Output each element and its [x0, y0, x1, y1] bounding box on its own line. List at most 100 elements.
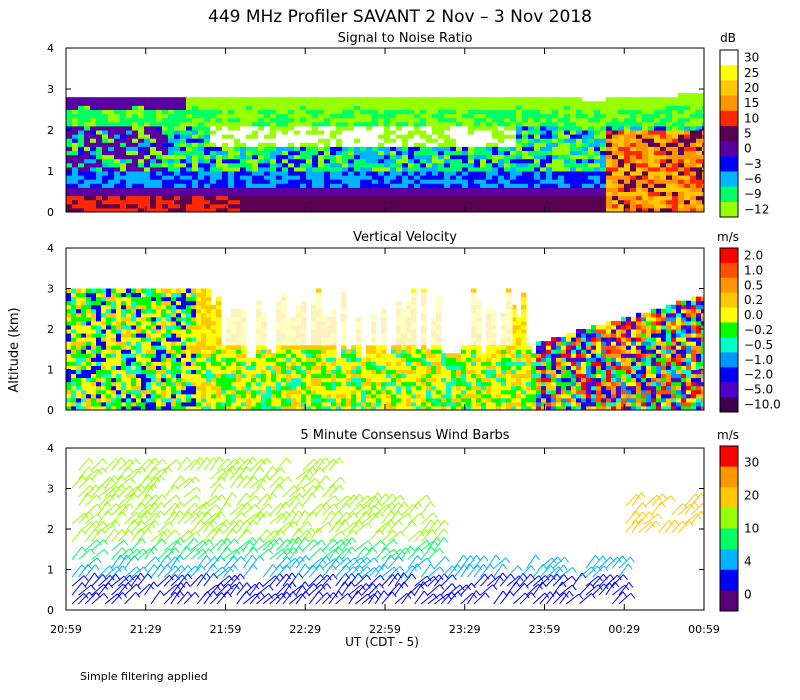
wind-barb-flag	[332, 564, 337, 571]
wind-barb	[78, 521, 91, 534]
colorbar-swatch	[720, 262, 738, 279]
colorbar-swatch	[720, 352, 738, 368]
wind-barb	[598, 556, 611, 569]
wind-barb	[618, 582, 630, 596]
wind-barb	[374, 590, 385, 605]
wind-barb	[243, 495, 257, 507]
wind-barb	[163, 511, 176, 525]
wind-barb	[368, 583, 380, 596]
wind-barb	[124, 548, 138, 560]
wind-barb-flag	[505, 557, 511, 564]
wind-barb	[216, 583, 229, 596]
wind-barb	[282, 547, 295, 560]
wind-barb-flag	[251, 554, 257, 561]
wind-barb-flag	[260, 485, 266, 491]
wind-barb	[671, 503, 684, 516]
wind-barb	[341, 581, 352, 596]
wind-barb	[368, 529, 380, 542]
wind-barb-flag	[304, 563, 310, 570]
wind-barb-flag	[466, 584, 471, 591]
wind-barb	[552, 574, 565, 587]
wind-barb	[308, 484, 321, 498]
wind-barb	[157, 548, 170, 560]
wind-barb	[183, 512, 196, 525]
wind-barb	[295, 536, 306, 551]
wind-barb	[322, 503, 335, 516]
wind-barb	[559, 575, 573, 587]
y-tick-label: 3	[47, 483, 54, 496]
wind-barb	[519, 573, 532, 587]
wind-barb	[249, 581, 260, 596]
wind-barb-flag	[266, 493, 272, 500]
wind-barb	[289, 556, 301, 569]
wind-barb-flag	[109, 477, 115, 483]
wind-barb	[361, 495, 375, 507]
wind-barb	[355, 593, 369, 605]
wind-barb-flag	[538, 575, 544, 582]
wind-barb-flag	[443, 573, 449, 579]
wind-barb-flag	[121, 511, 127, 518]
colorbar-swatch	[720, 549, 738, 571]
wind-barb-flag	[538, 583, 543, 590]
wind-barb-flag	[194, 502, 200, 509]
wind-barb-flag	[205, 572, 211, 579]
wind-barb-flag	[141, 538, 147, 544]
wind-barb	[368, 492, 379, 507]
wind-barb-flag	[359, 493, 365, 500]
colorbar-swatch	[720, 367, 738, 383]
wind-barb	[275, 457, 288, 471]
wind-barb	[493, 590, 504, 605]
wind-barb	[190, 548, 204, 560]
wind-barb	[216, 501, 228, 516]
wind-barb	[196, 511, 209, 525]
wind-barb-flag	[374, 567, 380, 573]
x-axis-label: UT (CDT - 5)	[345, 635, 419, 649]
wind-barb-flag	[379, 574, 385, 581]
wind-barb-flag	[259, 466, 265, 472]
wind-barb	[163, 502, 176, 516]
wind-barb-flag	[166, 528, 172, 535]
wind-barb	[638, 521, 652, 534]
wind-barb	[289, 528, 300, 542]
wind-barb-flag	[294, 495, 300, 502]
colorbar-label: 0.0	[744, 308, 763, 322]
wind-barb	[374, 493, 387, 507]
wind-barb	[163, 591, 176, 605]
wind-barb	[111, 529, 123, 542]
wind-barb	[163, 547, 176, 560]
wind-barb-flag	[509, 590, 515, 597]
wind-barb-flag	[239, 581, 244, 588]
wind-barb-flag	[147, 573, 153, 579]
wind-barb	[322, 573, 334, 587]
wind-barb-flag	[195, 495, 201, 501]
wind-barb	[368, 574, 381, 587]
wind-barb	[84, 494, 98, 507]
wind-barb-flag	[231, 492, 237, 498]
y-tick-label: 2	[47, 523, 54, 536]
wind-barb-flag	[457, 591, 463, 597]
wind-barb	[368, 540, 382, 551]
wind-barb	[348, 590, 359, 605]
wind-barb	[506, 575, 520, 587]
wind-barb	[137, 504, 151, 516]
wind-barb-flag	[476, 554, 481, 561]
wind-barb-flag	[307, 521, 312, 527]
wind-barb	[275, 573, 287, 587]
x-tick-label: 00:59	[688, 623, 720, 636]
wind-barb	[223, 549, 237, 560]
wind-barb-flag	[89, 485, 95, 491]
wind-barb	[644, 513, 659, 525]
wind-barb	[282, 495, 296, 507]
wind-barb-flag	[390, 554, 395, 561]
wind-barb	[209, 456, 220, 471]
wind-barb-flag	[297, 536, 303, 543]
wind-barb-flag	[436, 519, 442, 526]
wind-barb-flag	[286, 591, 292, 598]
wind-barb	[354, 574, 368, 587]
wind-barb	[341, 537, 353, 551]
wind-barb	[242, 554, 253, 569]
wind-barb-flag	[103, 539, 108, 545]
wind-barb	[282, 557, 296, 569]
wind-barb	[275, 511, 287, 525]
wind-barb-flag	[255, 495, 261, 502]
